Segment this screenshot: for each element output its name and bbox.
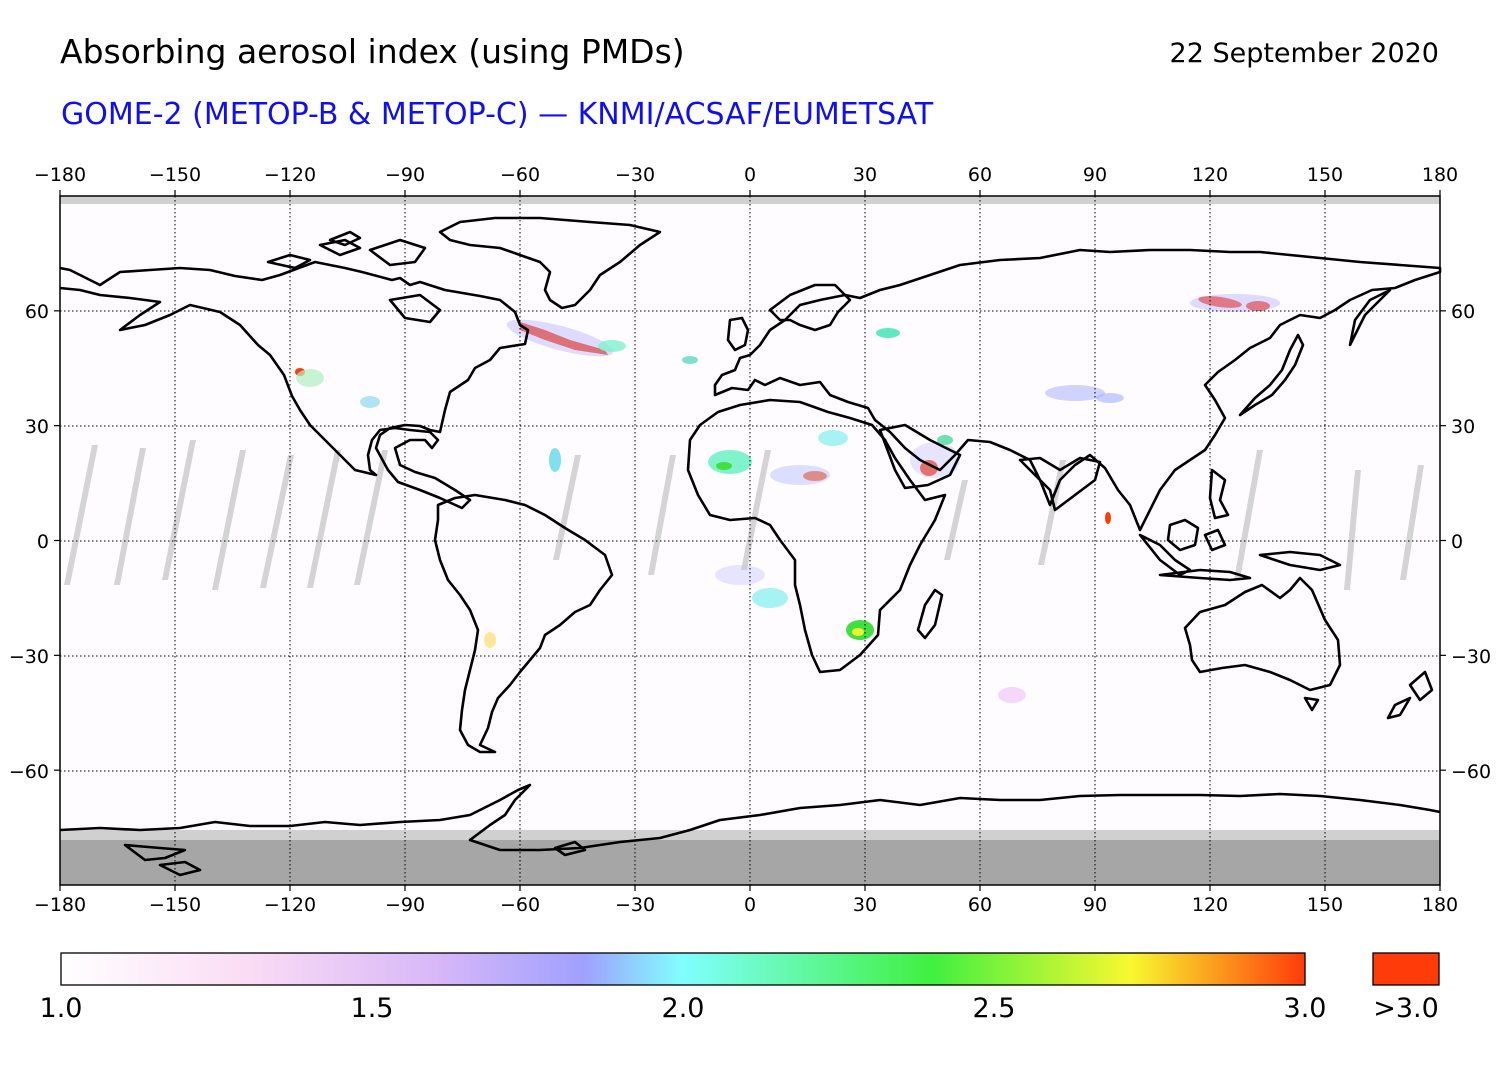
orbit-gap-stripes: [64, 440, 1424, 590]
lon-tick-label: −120: [264, 894, 316, 916]
lon-tick-label: −30: [615, 894, 655, 916]
colorbar-overflow-label: >3.0: [1373, 993, 1439, 1024]
colorbar-label: 1.5: [350, 993, 394, 1024]
lat-tick-label: 0: [1451, 531, 1463, 553]
south-nodata-band: [60, 840, 1440, 885]
colorbar: [60, 952, 1306, 986]
lon-tick-label: −90: [385, 894, 425, 916]
lat-labels-right: 60 30 0 −30 −60: [1451, 301, 1491, 783]
lat-tick-label: 30: [25, 416, 49, 438]
lon-tick-label: −180: [34, 164, 86, 186]
lat-tick-label: −30: [9, 646, 49, 668]
lon-tick-label: 30: [853, 894, 877, 916]
map-title: Absorbing aerosol index (using PMDs): [60, 32, 685, 71]
lon-tick-label: −60: [500, 164, 540, 186]
colorbar-label: 2.5: [972, 993, 1016, 1024]
lon-tick-label: 30: [853, 164, 877, 186]
lon-tick-label: −120: [264, 164, 316, 186]
lat-tick-label: 30: [1451, 416, 1475, 438]
map-subtitle: GOME-2 (METOP-B & METOP-C) — KNMI/ACSAF/…: [61, 97, 934, 132]
map-date: 22 September 2020: [1169, 38, 1439, 69]
lon-labels-top: −180 −150 −120 −90 −60 −30 0 30 60 90 12…: [34, 164, 1458, 186]
lon-tick-label: 0: [744, 894, 756, 916]
lon-tick-label: −150: [149, 164, 201, 186]
lon-tick-label: −150: [149, 894, 201, 916]
gridlines: [60, 196, 1440, 885]
colorbar-label: 2.0: [661, 993, 705, 1024]
lon-tick-label: 90: [1083, 894, 1107, 916]
lon-tick-label: −180: [34, 894, 86, 916]
lon-labels-bottom: −180 −150 −120 −90 −60 −30 0 30 60 90 12…: [34, 894, 1458, 916]
lon-tick-label: 120: [1192, 164, 1228, 186]
lat-tick-label: 60: [25, 301, 49, 323]
lat-tick-label: −30: [1451, 646, 1491, 668]
colorbar-label: 1.0: [39, 993, 83, 1024]
lat-tick-label: −60: [9, 761, 49, 783]
lon-tick-label: 180: [1422, 164, 1458, 186]
lon-tick-label: 180: [1422, 894, 1458, 916]
lat-tick-label: −60: [1451, 761, 1491, 783]
aerosol-patches: [295, 294, 1280, 703]
lon-tick-label: −30: [615, 164, 655, 186]
colorbar-overflow-swatch: [1372, 952, 1440, 986]
lon-tick-label: −60: [500, 894, 540, 916]
lon-tick-label: 150: [1307, 164, 1343, 186]
lat-labels-left: 60 30 0 −30 −60: [9, 301, 49, 783]
lon-tick-label: −90: [385, 164, 425, 186]
colorbar-label: 3.0: [1283, 993, 1327, 1024]
tick-marks: [54, 190, 1446, 891]
lat-tick-label: 0: [37, 531, 49, 553]
lat-tick-label: 60: [1451, 301, 1475, 323]
lon-tick-label: 150: [1307, 894, 1343, 916]
lon-tick-label: 90: [1083, 164, 1107, 186]
lon-tick-label: 0: [744, 164, 756, 186]
coastlines: [59, 216, 1442, 877]
lon-tick-label: 60: [968, 164, 992, 186]
lon-tick-label: 120: [1192, 894, 1228, 916]
lon-tick-label: 60: [968, 894, 992, 916]
